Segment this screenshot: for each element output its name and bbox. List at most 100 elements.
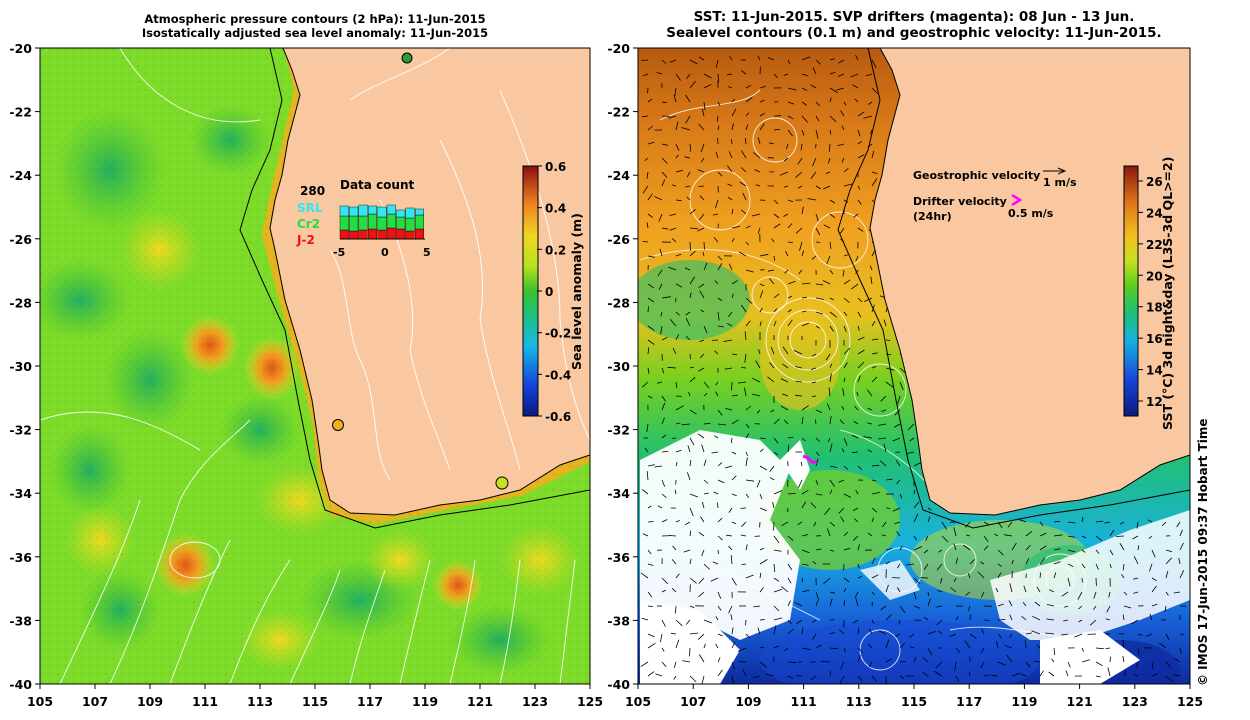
geostrophic-vector	[812, 560, 817, 565]
geostrophic-vector	[783, 185, 789, 188]
geostrophic-vector	[647, 213, 654, 218]
geostrophic-vector	[980, 661, 985, 669]
geostrophic-vector	[787, 444, 790, 453]
geostrophic-vector	[675, 605, 677, 614]
geostrophic-vector	[787, 577, 792, 584]
geostrophic-vector	[741, 367, 747, 369]
geostrophic-vector	[703, 459, 707, 467]
geostrophic-vector	[745, 544, 748, 551]
geostrophic-vector	[938, 630, 943, 635]
geostrophic-vector	[731, 353, 738, 356]
lat-tick-label: -34	[607, 486, 630, 501]
geostrophic-vector	[857, 111, 865, 117]
geostrophic-vector	[669, 227, 677, 231]
geostrophic-vector	[801, 206, 804, 215]
geostrophic-vector	[759, 661, 768, 668]
geostrophic-vector	[770, 346, 775, 355]
geostrophic-vector	[837, 59, 845, 64]
geostrophic-vector	[725, 408, 733, 411]
geostrophic-vector	[767, 376, 775, 383]
geostrophic-vector	[689, 409, 697, 415]
land-left	[269, 48, 590, 516]
lon-tick-label: 123	[522, 694, 548, 709]
geostrophic-vector	[642, 489, 649, 495]
geostrophic-vector	[829, 465, 838, 468]
geostrophic-vector	[1025, 530, 1033, 537]
data-count-bar	[405, 230, 415, 240]
geostrophic-vector	[654, 465, 663, 468]
geostrophic-vector	[815, 479, 819, 486]
geostrophic-vector	[829, 297, 834, 301]
geostrophic-vector	[689, 577, 697, 584]
geostrophic-vector	[671, 238, 677, 243]
geostrophic-vectors	[640, 55, 1187, 684]
geostrophic-vector	[871, 619, 875, 624]
colorbar-tick-label: 24	[1146, 206, 1163, 220]
geostrophic-vector	[745, 433, 750, 439]
geostrophic-vector	[1119, 521, 1125, 525]
geostrophic-vector	[787, 661, 797, 664]
geostrophic-vector	[906, 563, 915, 566]
geostrophic-vector	[700, 157, 705, 163]
geostrophic-vector	[683, 549, 691, 553]
geostrophic-vector	[717, 125, 720, 131]
geostrophic-vector	[828, 387, 831, 397]
geostrophic-vector	[698, 577, 705, 584]
geostrophic-vector	[647, 193, 653, 201]
geostrophic-vector	[856, 391, 859, 397]
geostrophic-vector	[689, 366, 694, 369]
geostrophic-vector	[703, 643, 706, 649]
drifter-scale-arrow	[1011, 193, 1023, 207]
geostrophic-vector	[1033, 661, 1041, 663]
geostrophic-vector	[867, 449, 873, 453]
geostrophic-vector	[885, 381, 894, 388]
geostrophic-vector	[1067, 563, 1074, 568]
geostrophic-vector	[815, 644, 822, 649]
geostrophic-vector	[863, 115, 873, 119]
geostrophic-vector	[801, 489, 809, 495]
geostrophic-vector	[656, 72, 663, 75]
geostrophic-vector	[843, 254, 848, 257]
geostrophic-vector	[1147, 519, 1153, 523]
geostrophic-vector	[700, 516, 705, 523]
geostrophic-vector	[1148, 535, 1153, 540]
geostrophic-vector	[755, 184, 761, 187]
geostrophic-vector	[773, 293, 780, 299]
geostrophic-vector	[1165, 661, 1171, 668]
geostrophic-vector	[660, 325, 663, 335]
geostrophic-vector	[661, 619, 666, 627]
geostrophic-vector	[1164, 605, 1167, 613]
data-count-bar	[415, 208, 425, 216]
geostrophic-vector	[899, 605, 906, 614]
geostrophic-vector	[870, 276, 873, 285]
geostrophic-vector	[731, 419, 739, 425]
drifter-scale-speed: 0.5 m/s	[1008, 207, 1054, 220]
geostrophic-vector	[879, 460, 887, 467]
geostrophic-vector	[689, 276, 696, 285]
geostrophic-vector	[744, 353, 747, 363]
geostrophic-vector	[854, 591, 859, 598]
data-count-bars	[339, 204, 425, 240]
lat-tick-label: -30	[607, 359, 630, 374]
imos-credit: © IMOS 17-Jun-2015 09:37 Hobart Time	[1196, 418, 1210, 686]
geostrophic-vector	[1018, 518, 1027, 523]
geostrophic-vector	[795, 171, 803, 178]
geostrophic-vector	[715, 643, 719, 649]
geostrophic-vector	[864, 297, 873, 302]
geostrophic-vector	[1151, 577, 1157, 582]
geostrophic-vector	[698, 367, 705, 372]
geostrophic-vector	[1109, 656, 1111, 663]
geostrophic-vector	[1123, 591, 1128, 596]
geostrophic-vector	[855, 55, 859, 61]
geostrophic-vector	[857, 544, 860, 551]
geostrophic-vector	[996, 640, 999, 649]
geostrophic-vector	[640, 661, 649, 667]
geostrophic-vector	[1122, 614, 1125, 621]
geostrophic-vector	[757, 55, 761, 61]
geostrophic-vector	[731, 225, 740, 229]
geostrophic-vector	[759, 587, 764, 593]
geostrophic-vector	[835, 87, 845, 91]
geostrophic-vector	[759, 437, 766, 440]
geostrophic-vector	[675, 121, 679, 131]
geostrophic-vector	[675, 405, 684, 411]
